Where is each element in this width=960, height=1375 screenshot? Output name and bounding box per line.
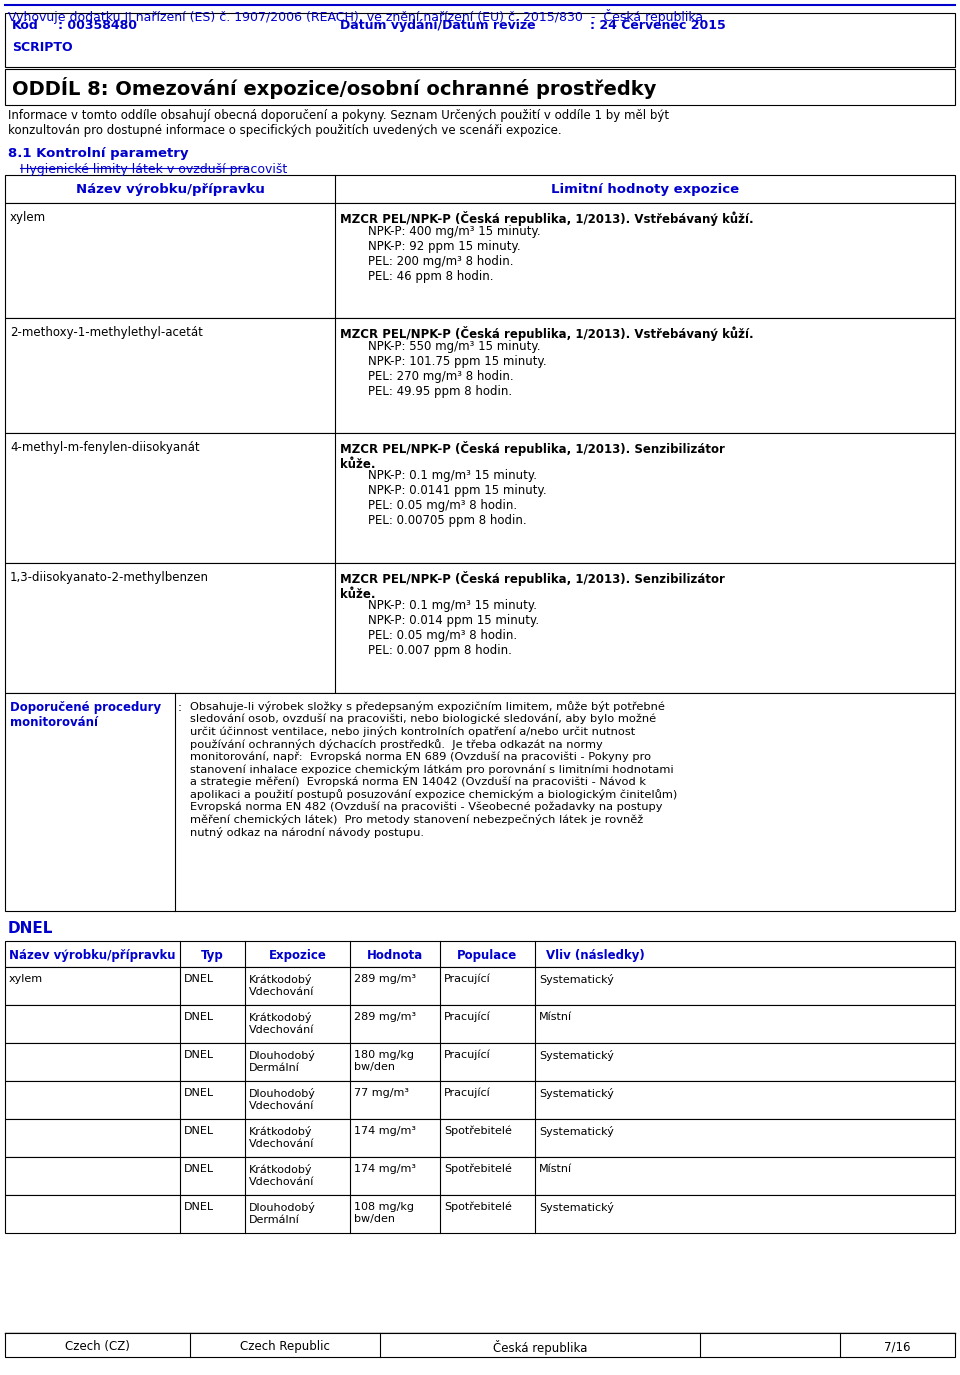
Text: MZCR PEL/NPK-P (Česká republika, 1/2013). Vstřebávaný kůží.: MZCR PEL/NPK-P (Česká republika, 1/2013)… xyxy=(340,326,754,341)
Text: 77 mg/m³: 77 mg/m³ xyxy=(354,1088,409,1099)
Text: Místní: Místní xyxy=(539,1165,572,1174)
Text: Obsahuje-li výrobek složky s předepsaným expozičním limitem, může být potřebné
s: Obsahuje-li výrobek složky s předepsaným… xyxy=(190,701,677,837)
Text: Systematický: Systematický xyxy=(539,1088,613,1099)
Text: 289 mg/m³: 289 mg/m³ xyxy=(354,974,416,984)
Text: Název výrobku/přípravku: Název výrobku/přípravku xyxy=(76,183,264,197)
Text: 289 mg/m³: 289 mg/m³ xyxy=(354,1012,416,1022)
Text: Česká republika: Česká republika xyxy=(492,1341,588,1354)
Text: Doporučené procedury
monitorování: Doporučené procedury monitorování xyxy=(10,701,161,729)
FancyBboxPatch shape xyxy=(5,1195,955,1233)
Text: DNEL: DNEL xyxy=(184,1202,214,1211)
Text: 2-methoxy-1-methylethyl-acetát: 2-methoxy-1-methylethyl-acetát xyxy=(10,326,203,340)
Text: MZCR PEL/NPK-P (Česká republika, 1/2013). Vstřebávaný kůží.: MZCR PEL/NPK-P (Česká republika, 1/2013)… xyxy=(340,210,754,226)
Text: 8.1 Kontrolní parametry: 8.1 Kontrolní parametry xyxy=(8,147,188,160)
Text: 180 mg/kg
bw/den: 180 mg/kg bw/den xyxy=(354,1050,414,1071)
Text: MZCR PEL/NPK-P (Česká republika, 1/2013). Senzibilizátor
kůže.: MZCR PEL/NPK-P (Česká republika, 1/2013)… xyxy=(340,441,725,472)
Text: Pracující: Pracující xyxy=(444,1012,491,1023)
Text: SCRIPTO: SCRIPTO xyxy=(12,41,73,54)
Text: Informace v tomto oddíle obsahují obecná doporučení a pokyny. Seznam Určených po: Informace v tomto oddíle obsahují obecná… xyxy=(8,109,669,138)
FancyBboxPatch shape xyxy=(5,175,955,204)
Text: Kód: Kód xyxy=(12,19,38,32)
Text: Typ: Typ xyxy=(202,949,224,962)
Text: NPK-P: 0.1 mg/m³ 15 minuty.
    NPK-P: 0.014 ppm 15 minuty.
    PEL: 0.05 mg/m³ : NPK-P: 0.1 mg/m³ 15 minuty. NPK-P: 0.014… xyxy=(353,600,540,657)
Text: Krátkodobý
Vdechování: Krátkodobý Vdechování xyxy=(249,1126,314,1148)
FancyBboxPatch shape xyxy=(5,562,955,693)
FancyBboxPatch shape xyxy=(5,1119,955,1156)
FancyBboxPatch shape xyxy=(5,1005,955,1044)
FancyBboxPatch shape xyxy=(5,318,955,433)
Text: Dlouhodobý
Dermální: Dlouhodobý Dermální xyxy=(249,1202,316,1225)
FancyBboxPatch shape xyxy=(5,204,955,318)
Text: :: : xyxy=(178,701,182,714)
Text: Datum vydání/Datum revize: Datum vydání/Datum revize xyxy=(340,19,536,32)
Text: xylem: xylem xyxy=(10,210,46,224)
FancyBboxPatch shape xyxy=(5,12,955,67)
Text: Krátkodobý
Vdechování: Krátkodobý Vdechování xyxy=(249,1165,314,1187)
Text: Systematický: Systematický xyxy=(539,1202,613,1213)
Text: DNEL: DNEL xyxy=(184,1012,214,1022)
Text: Spotřebitelé: Spotřebitelé xyxy=(444,1202,512,1213)
Text: : 24 Červenec 2015: : 24 Červenec 2015 xyxy=(590,19,726,32)
Text: 4-methyl-m-fenylen-diisokyanát: 4-methyl-m-fenylen-diisokyanát xyxy=(10,441,200,454)
FancyBboxPatch shape xyxy=(5,1156,955,1195)
Text: Pracující: Pracující xyxy=(444,974,491,984)
Text: MZCR PEL/NPK-P (Česká republika, 1/2013). Senzibilizátor
kůže.: MZCR PEL/NPK-P (Česká republika, 1/2013)… xyxy=(340,571,725,601)
Text: Systematický: Systematický xyxy=(539,1126,613,1137)
Text: 1,3-diisokyanato-2-methylbenzen: 1,3-diisokyanato-2-methylbenzen xyxy=(10,571,209,584)
Text: NPK-P: 550 mg/m³ 15 minuty.
    NPK-P: 101.75 ppm 15 minuty.
    PEL: 270 mg/m³ : NPK-P: 550 mg/m³ 15 minuty. NPK-P: 101.7… xyxy=(353,340,546,397)
Text: xylem: xylem xyxy=(9,974,43,984)
Text: DNEL: DNEL xyxy=(184,1165,214,1174)
Text: Expozice: Expozice xyxy=(269,949,326,962)
Text: NPK-P: 0.1 mg/m³ 15 minuty.
    NPK-P: 0.0141 ppm 15 minuty.
    PEL: 0.05 mg/m³: NPK-P: 0.1 mg/m³ 15 minuty. NPK-P: 0.014… xyxy=(353,469,546,527)
FancyBboxPatch shape xyxy=(5,693,955,912)
Text: Krátkodobý
Vdechování: Krátkodobý Vdechování xyxy=(249,974,314,997)
Text: 174 mg/m³: 174 mg/m³ xyxy=(354,1165,416,1174)
Text: Pracující: Pracující xyxy=(444,1088,491,1099)
Text: Czech Republic: Czech Republic xyxy=(240,1341,330,1353)
Text: DNEL: DNEL xyxy=(184,974,214,984)
Text: Vliv (následky): Vliv (následky) xyxy=(545,949,644,962)
Text: Populace: Populace xyxy=(457,949,517,962)
Text: Krátkodobý
Vdechování: Krátkodobý Vdechování xyxy=(249,1012,314,1034)
Text: Místní: Místní xyxy=(539,1012,572,1022)
Text: DNEL: DNEL xyxy=(8,921,54,936)
Text: Hygienické limity látek v ovzduší pracovišt: Hygienické limity látek v ovzduší pracov… xyxy=(20,164,287,176)
Text: Systematický: Systematický xyxy=(539,974,613,984)
Text: DNEL: DNEL xyxy=(184,1088,214,1099)
FancyBboxPatch shape xyxy=(5,1044,955,1081)
Text: Dlouhodobý
Dermální: Dlouhodobý Dermální xyxy=(249,1050,316,1072)
Text: Vyhovuje dodatku II nařízení (ES) č. 1907/2006 (REACH), ve znění nařízení (EU) č: Vyhovuje dodatku II nařízení (ES) č. 190… xyxy=(8,10,703,23)
Text: Systematický: Systematický xyxy=(539,1050,613,1062)
Text: Spotřebitelé: Spotřebitelé xyxy=(444,1165,512,1174)
Text: DNEL: DNEL xyxy=(184,1050,214,1060)
Text: Czech (CZ): Czech (CZ) xyxy=(64,1341,130,1353)
FancyBboxPatch shape xyxy=(5,433,955,562)
FancyBboxPatch shape xyxy=(5,69,955,104)
Text: Pracující: Pracující xyxy=(444,1050,491,1060)
Text: 174 mg/m³: 174 mg/m³ xyxy=(354,1126,416,1136)
Text: 7/16: 7/16 xyxy=(884,1341,910,1353)
FancyBboxPatch shape xyxy=(5,941,955,967)
Text: DNEL: DNEL xyxy=(184,1126,214,1136)
Text: ODDÍL 8: Omezování expozice/osobní ochranné prostředky: ODDÍL 8: Omezování expozice/osobní ochra… xyxy=(12,77,657,99)
Text: Spotřebitelé: Spotřebitelé xyxy=(444,1126,512,1137)
Text: 108 mg/kg
bw/den: 108 mg/kg bw/den xyxy=(354,1202,414,1224)
Text: Limitní hodnoty expozice: Limitní hodnoty expozice xyxy=(551,183,739,197)
Text: : 00358480: : 00358480 xyxy=(58,19,137,32)
FancyBboxPatch shape xyxy=(5,1081,955,1119)
FancyBboxPatch shape xyxy=(5,1332,955,1357)
Text: Hodnota: Hodnota xyxy=(367,949,423,962)
Text: Dlouhodobý
Vdechování: Dlouhodobý Vdechování xyxy=(249,1088,316,1111)
Text: Název výrobku/přípravku: Název výrobku/přípravku xyxy=(10,949,176,962)
Text: NPK-P: 400 mg/m³ 15 minuty.
    NPK-P: 92 ppm 15 minuty.
    PEL: 200 mg/m³ 8 ho: NPK-P: 400 mg/m³ 15 minuty. NPK-P: 92 pp… xyxy=(353,226,540,283)
FancyBboxPatch shape xyxy=(5,967,955,1005)
